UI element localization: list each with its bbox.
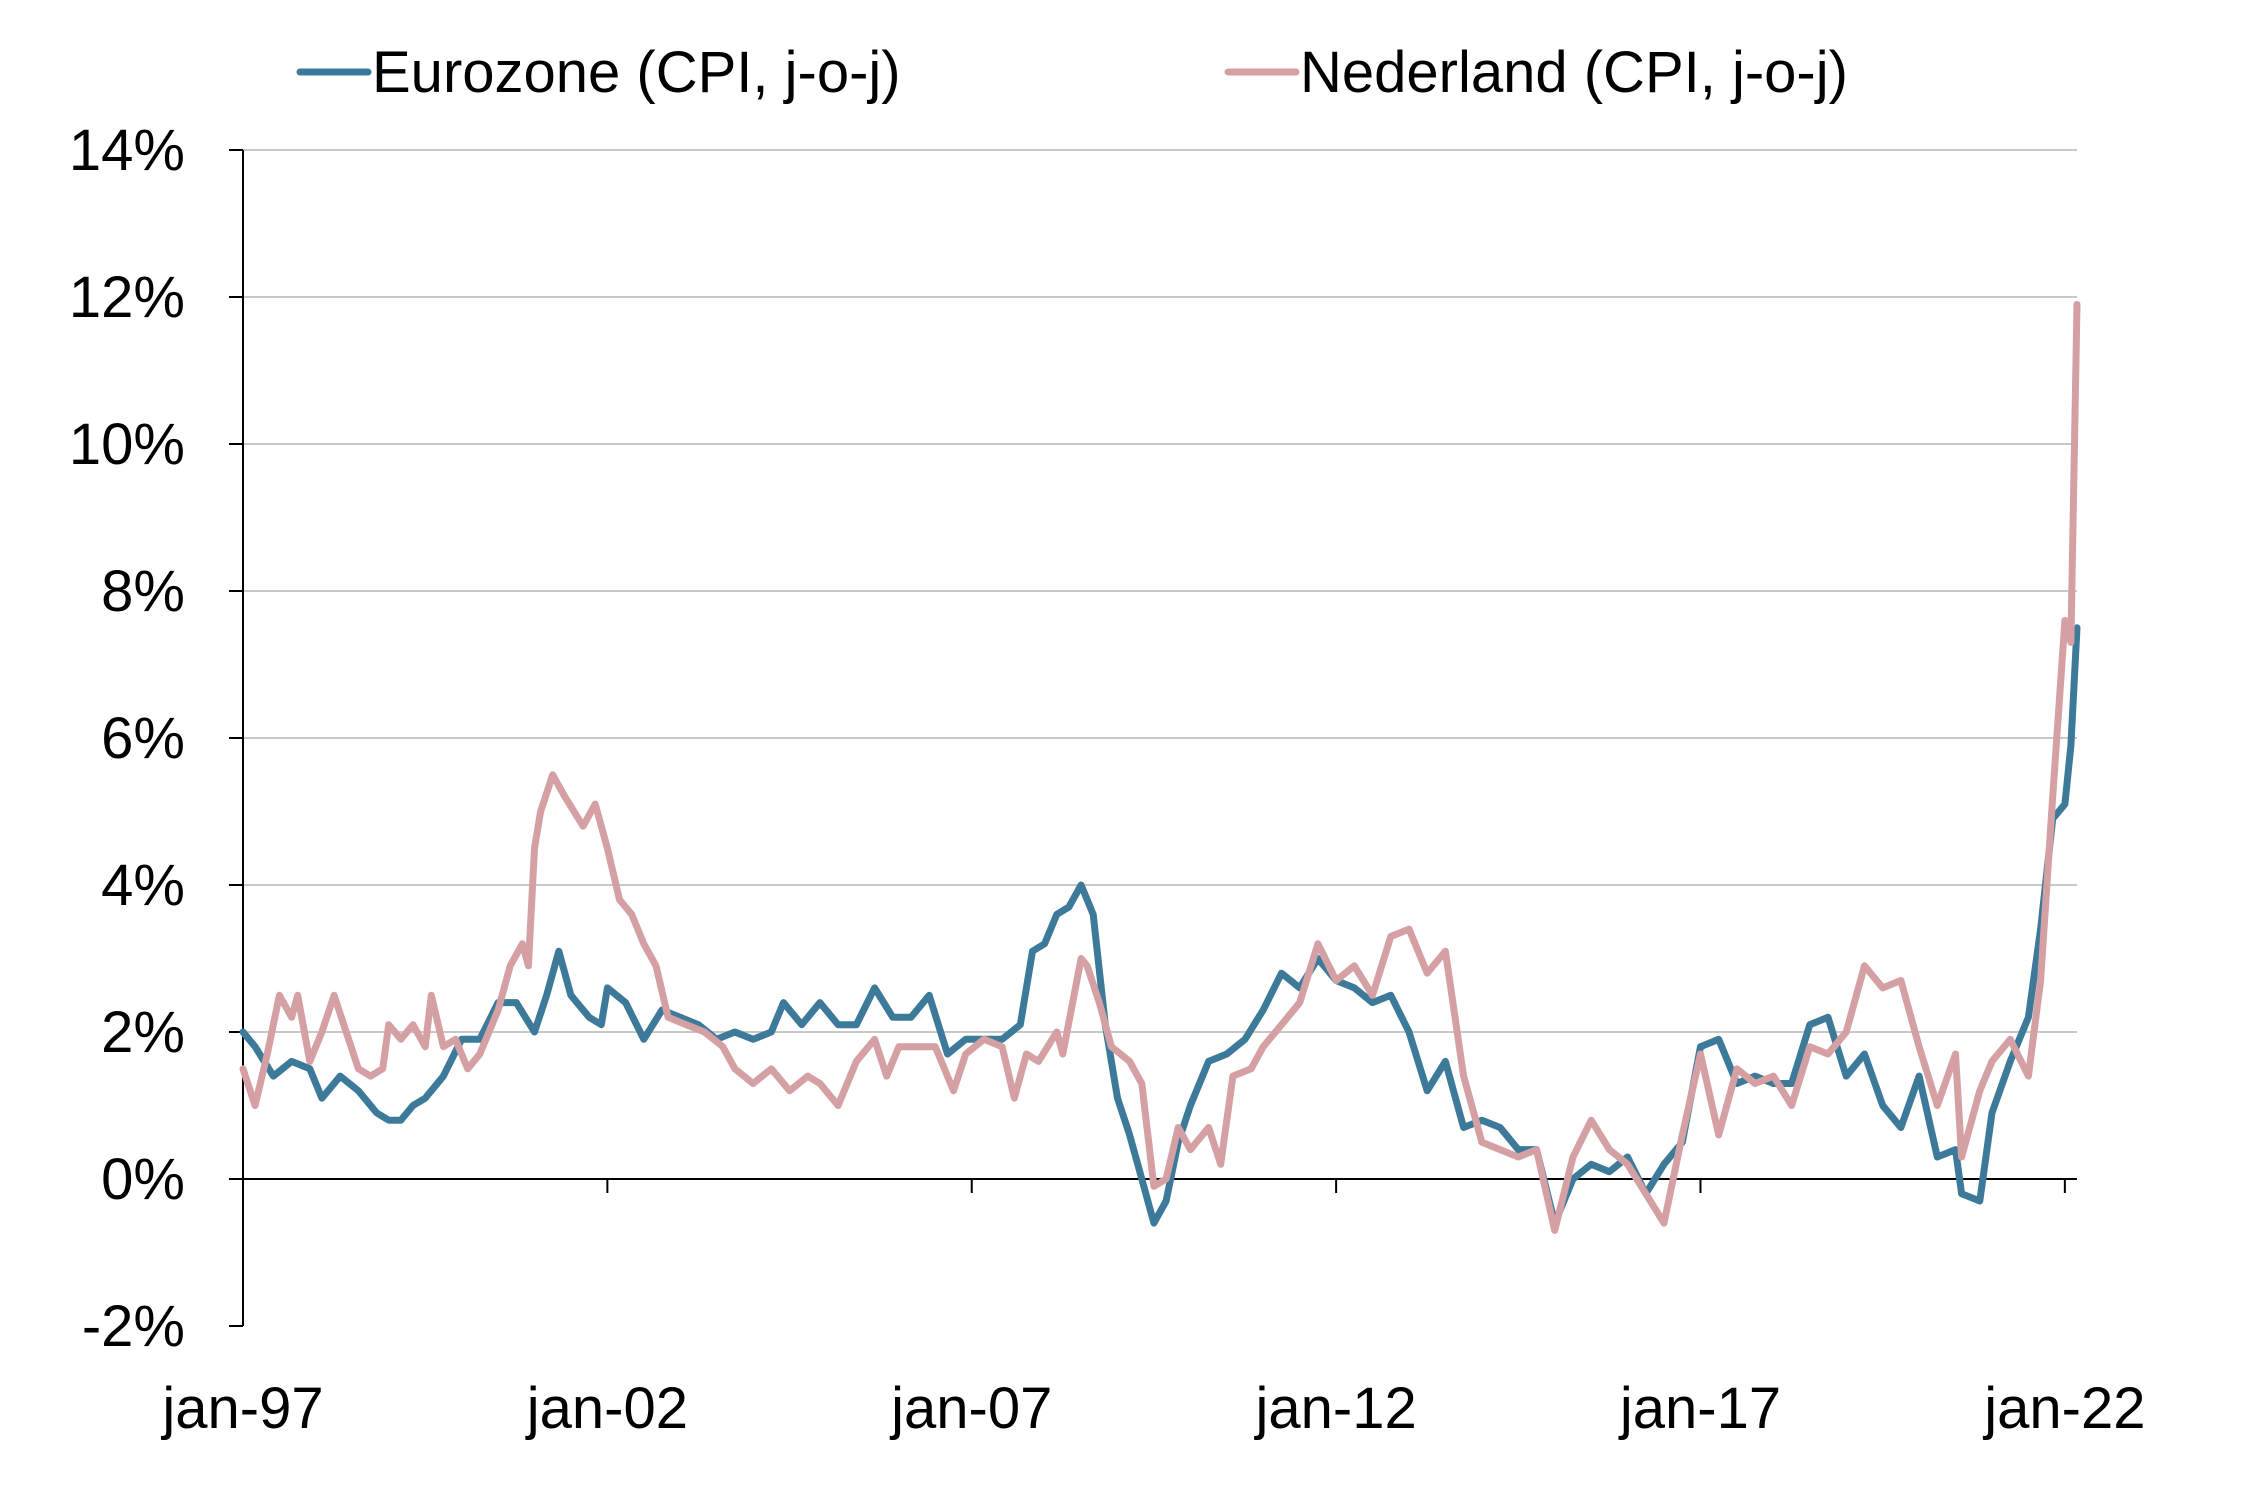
- x-tick-label: jan-22: [1982, 1376, 2145, 1441]
- x-tick-label: jan-97: [160, 1376, 323, 1441]
- y-tick-label: 0%: [101, 1147, 185, 1212]
- y-tick-label: 12%: [69, 265, 185, 330]
- y-tick-label: 4%: [101, 853, 185, 918]
- legend-label-eurozone: Eurozone (CPI, j-o-j): [372, 40, 901, 105]
- x-tick-label: jan-02: [525, 1376, 688, 1441]
- chart-legend: Eurozone (CPI, j-o-j) Nederland (CPI, j-…: [296, 40, 1848, 105]
- x-tick-label: jan-12: [1253, 1376, 1416, 1441]
- y-tick-label: 14%: [69, 118, 185, 183]
- series-line-eurozone: [239, 624, 2081, 1227]
- y-tick-label: 10%: [69, 412, 185, 477]
- data-series: [239, 300, 2081, 1234]
- x-tick-label: jan-17: [1618, 1376, 1781, 1441]
- gridlines: [243, 149, 2077, 1033]
- y-tick-label: -2%: [82, 1294, 185, 1359]
- y-axis-ticks: -2% 0% 2% 4% 6% 8% 10% 12% 14%: [69, 118, 243, 1359]
- x-axis-ticks: jan-97 jan-02 jan-07 jan-12 jan-17 jan-22: [160, 1179, 2145, 1441]
- y-tick-label: 6%: [101, 706, 185, 771]
- y-tick-label: 8%: [101, 559, 185, 624]
- series-line-nederland: [239, 300, 2081, 1234]
- y-tick-label: 2%: [101, 1000, 185, 1065]
- x-tick-label: jan-07: [889, 1376, 1052, 1441]
- legend-label-nederland: Nederland (CPI, j-o-j): [1300, 40, 1848, 105]
